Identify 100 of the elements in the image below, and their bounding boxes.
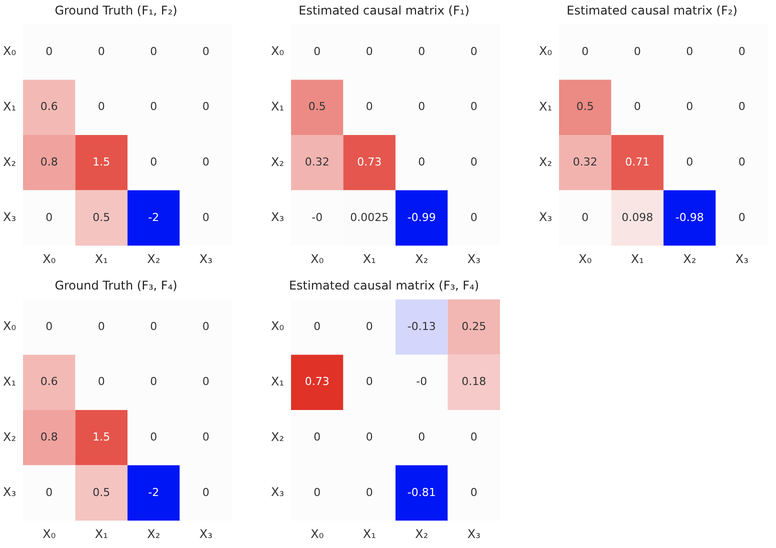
data-label: 0 [202, 320, 210, 333]
data-label: 0.32 [304, 156, 330, 169]
data-label: 0 [366, 320, 373, 333]
data-label: 0 [202, 375, 210, 388]
data-label: 0 [366, 430, 373, 444]
data-label: 0 [46, 210, 53, 224]
chart-title: Ground Truth (F₁, F₂) [54, 3, 178, 18]
y-tick-label: X₀ [3, 44, 16, 58]
data-label: 0.8 [40, 430, 58, 444]
x-tick-label: X₀ [578, 252, 592, 266]
x-tick-label: X₁ [362, 252, 376, 266]
data-label: 0 [418, 430, 426, 444]
data-label: 0 [366, 44, 373, 58]
y-tick-label: X₂ [539, 154, 552, 169]
x-tick-label: X₁ [94, 252, 108, 266]
y-tick-label: X₂ [3, 430, 16, 444]
y-tick-label: X₂ [271, 430, 284, 444]
data-label: 0 [418, 44, 426, 58]
x-tick-label: X₀ [310, 526, 324, 541]
data-label: 0.18 [462, 375, 486, 388]
data-label: 0 [150, 156, 158, 169]
data-label: 0 [202, 156, 210, 169]
data-label: 0 [366, 100, 373, 114]
data-label: 0 [314, 44, 321, 58]
data-label: 0 [314, 430, 321, 444]
data-label: 0.098 [622, 210, 654, 224]
y-tick-label: X₁ [271, 374, 284, 388]
data-label: 0 [418, 100, 426, 114]
y-tick-label: X₀ [539, 44, 552, 58]
data-label: 0 [366, 486, 373, 499]
data-label: 0 [738, 210, 746, 224]
x-tick-label: X₀ [310, 252, 324, 266]
x-tick-label: X₃ [467, 252, 481, 266]
data-label: 0.5 [92, 210, 110, 224]
y-tick-label: X₁ [271, 99, 284, 114]
data-label: 0 [202, 100, 210, 114]
x-tick-label: X₂ [147, 526, 160, 541]
data-label: 0.5 [92, 486, 110, 499]
data-label: 0 [98, 375, 105, 388]
data-label: -0.81 [407, 486, 436, 499]
data-label: 0 [470, 156, 478, 169]
y-tick-label: X₃ [3, 210, 16, 224]
data-label: 0.71 [625, 156, 650, 169]
y-tick-label: X₀ [3, 319, 16, 334]
y-tick-label: X₃ [3, 485, 16, 500]
data-label: 0 [634, 44, 641, 58]
data-label: 0 [470, 210, 478, 224]
x-tick-label: X₂ [683, 252, 696, 266]
x-tick-label: X₁ [94, 526, 108, 541]
data-label: -2 [148, 210, 160, 224]
chart-title: Estimated causal matrix (F₂) [566, 3, 738, 18]
data-label: 0 [150, 100, 158, 114]
data-label: 0.5 [308, 100, 326, 114]
data-label: 0 [470, 486, 478, 499]
data-label: 0 [582, 210, 589, 224]
data-label: 0 [582, 44, 589, 58]
y-tick-label: X₂ [271, 154, 284, 169]
data-label: 0 [470, 44, 478, 58]
x-tick-label: X₂ [147, 252, 160, 266]
data-label: 0 [98, 320, 105, 333]
x-tick-label: X₀ [42, 526, 56, 541]
data-label: 0.6 [40, 100, 58, 114]
data-label: 0 [202, 430, 210, 444]
data-label: 0 [98, 100, 105, 114]
y-tick-label: X₃ [271, 210, 284, 224]
data-label: 0.6 [40, 375, 58, 388]
data-label: -0 [312, 210, 323, 224]
data-label: 0 [150, 375, 158, 388]
data-label: 0 [366, 375, 373, 388]
y-tick-label: X₃ [271, 485, 284, 500]
data-label: 0.8 [40, 156, 58, 169]
data-label: -2 [148, 486, 160, 499]
data-label: -0.98 [675, 210, 704, 224]
y-tick-label: X₃ [539, 210, 552, 224]
data-label: 0.0025 [350, 210, 389, 224]
data-label: 0 [738, 156, 746, 169]
y-tick-label: X₁ [3, 374, 16, 388]
data-label: 0 [150, 44, 158, 58]
chart-title: Estimated causal matrix (F₃, F₄) [288, 278, 480, 292]
data-label: 0 [202, 486, 210, 499]
data-label: -0.99 [407, 210, 436, 224]
data-label: 1.5 [92, 156, 110, 169]
x-tick-label: X₁ [630, 252, 644, 266]
data-label: 0 [314, 320, 321, 333]
x-tick-label: X₃ [199, 252, 213, 266]
data-label: 0 [150, 430, 158, 444]
data-label: 0 [634, 100, 641, 114]
data-label: 0.25 [462, 320, 486, 333]
y-tick-label: X₁ [539, 99, 552, 114]
data-label: 0 [738, 100, 746, 114]
x-tick-label: X₃ [467, 526, 481, 541]
data-label: 0 [470, 430, 478, 444]
y-tick-label: X₁ [3, 99, 16, 114]
data-label: 0 [98, 44, 105, 58]
x-tick-label: X₂ [415, 252, 428, 266]
x-tick-label: X₂ [415, 526, 428, 541]
data-label: 0 [314, 486, 321, 499]
data-label: 0 [46, 486, 53, 499]
data-label: 0 [202, 210, 210, 224]
data-label: 0 [686, 100, 694, 114]
